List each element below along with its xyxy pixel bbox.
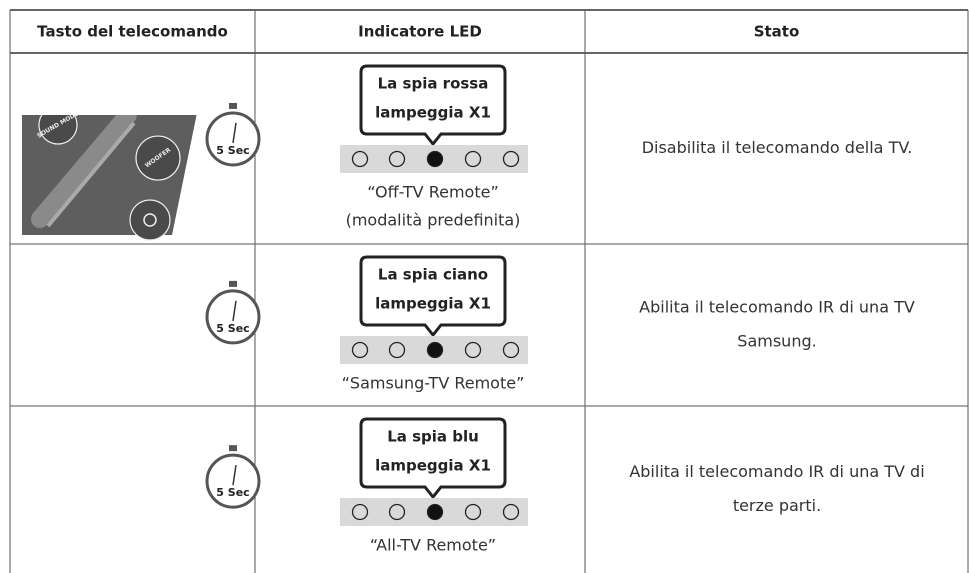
led-off <box>388 150 406 168</box>
mode-label: (modalità predefinita) <box>346 211 521 230</box>
timer-hand <box>232 122 237 144</box>
led-on <box>426 150 444 168</box>
led-off <box>388 503 406 521</box>
timer-label: 5 Sec <box>216 486 249 499</box>
timer-knob <box>229 445 237 452</box>
timer-hand <box>232 300 237 322</box>
led-off <box>464 150 482 168</box>
volume-rocker <box>31 115 137 228</box>
message-bubble <box>359 417 507 500</box>
led-off <box>351 341 369 359</box>
led-off <box>502 150 520 168</box>
status-text: Abilita il telecomando IR di una TV <box>639 298 915 317</box>
status-text: Abilita il telecomando IR di una TV di <box>629 462 924 481</box>
timer-label: 5 Sec <box>216 144 249 157</box>
led-message: lampeggia X1 <box>375 457 491 475</box>
led-message: lampeggia X1 <box>375 295 491 313</box>
led-off <box>351 150 369 168</box>
message-bubble <box>359 255 507 338</box>
remote-button <box>135 135 181 181</box>
message-bubble <box>359 64 507 147</box>
timer-knob <box>229 102 237 109</box>
column-header: Tasto del telecomando <box>37 23 228 41</box>
timer-label: 5 Sec <box>216 322 249 335</box>
led-off <box>464 341 482 359</box>
column-header: Indicatore LED <box>358 23 482 41</box>
mode-label: “All-TV Remote” <box>370 536 496 555</box>
column-header: Stato <box>754 23 800 41</box>
status-text: Disabilita il telecomando della TV. <box>642 138 913 157</box>
mode-label: “Samsung-TV Remote” <box>342 374 525 393</box>
status-text: Samsung. <box>737 332 816 351</box>
status-text: terze parti. <box>733 496 821 515</box>
led-message: La spia rossa <box>378 75 489 93</box>
led-message: La spia ciano <box>378 266 488 284</box>
led-on <box>426 503 444 521</box>
led-off <box>502 503 520 521</box>
led-off <box>351 503 369 521</box>
timer-hand <box>232 465 237 486</box>
led-message: lampeggia X1 <box>375 104 491 122</box>
led-on <box>426 341 444 359</box>
gear-icon <box>143 213 157 227</box>
led-off <box>502 341 520 359</box>
mode-label: “Off-TV Remote” <box>367 183 498 202</box>
remote-button <box>38 115 78 145</box>
led-off <box>464 503 482 521</box>
timer-knob <box>229 280 237 287</box>
volume-rocker-edge <box>46 121 136 228</box>
led-message: La spia blu <box>387 428 479 446</box>
remote-button <box>129 199 171 241</box>
led-off <box>388 341 406 359</box>
